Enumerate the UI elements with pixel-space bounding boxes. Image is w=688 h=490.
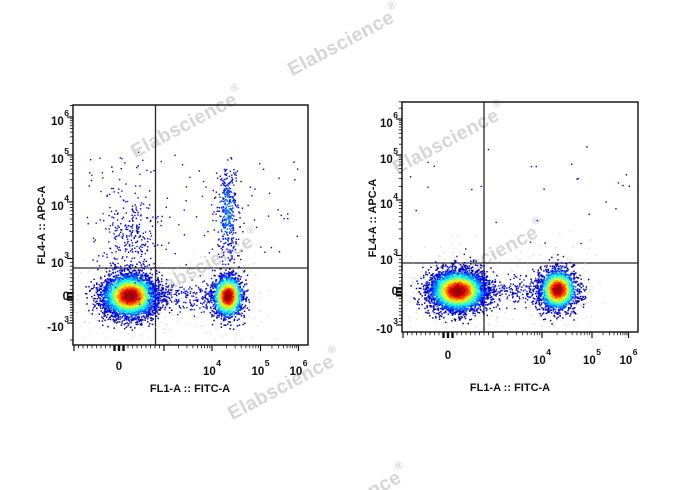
y-tick-label: 105 [50, 146, 69, 166]
x-tick-label: 0 [115, 361, 123, 373]
y-tick-label: 106 [50, 108, 69, 128]
x-tick-label: 0 [444, 350, 452, 362]
x-axis-title: FL1-A :: FITC-A [469, 382, 551, 394]
y-tick-label: 104 [379, 191, 398, 211]
watermark-text: Elabscience® [291, 458, 406, 490]
x-tick-label: 106 [289, 358, 308, 378]
dot-plot-canvas-right [402, 102, 638, 332]
x-tick-label: 105 [251, 358, 270, 378]
x-tick-label: 106 [619, 347, 638, 367]
y-tick-label: 106 [379, 110, 398, 130]
y-tick-label: -103 [47, 314, 69, 334]
x-axis-title: FL1-A :: FITC-A [149, 383, 231, 395]
watermark-text: Elabscience® [284, 0, 399, 81]
dot-plot-canvas-left [73, 105, 308, 345]
y-tick-label: -103 [376, 316, 398, 336]
y-tick-label: 0 [62, 291, 69, 303]
x-tick-label: 104 [202, 358, 222, 378]
y-tick-label: 0 [391, 286, 398, 298]
x-tick-label: 105 [582, 347, 602, 367]
y-tick-label: 103 [379, 246, 398, 267]
y-tick-label: 105 [379, 146, 398, 166]
y-tick-label: 103 [50, 249, 69, 270]
y-tick-label: 104 [50, 193, 69, 213]
x-tick-label: 104 [532, 347, 552, 367]
